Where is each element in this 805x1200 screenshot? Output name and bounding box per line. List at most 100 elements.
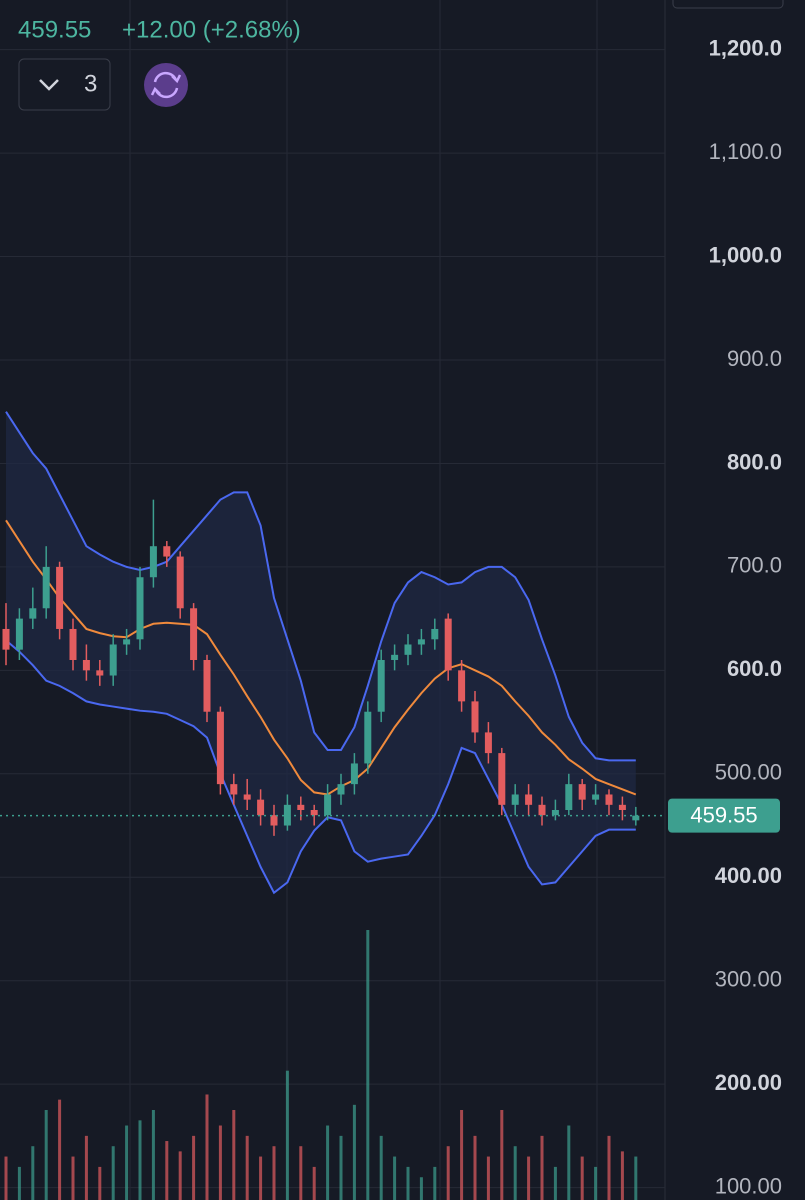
volume-bar bbox=[151, 1110, 155, 1200]
volume-bar bbox=[366, 930, 370, 1200]
candle-body bbox=[618, 804, 626, 810]
y-tick-label: 1,100.0 bbox=[709, 139, 782, 164]
y-tick-label: 100.00 bbox=[715, 1173, 782, 1198]
candle-body bbox=[511, 794, 519, 805]
candle-body bbox=[525, 794, 533, 805]
volume-bar bbox=[178, 1151, 182, 1200]
volume-bar bbox=[620, 1151, 624, 1200]
candle-body bbox=[324, 794, 332, 816]
volume-bar bbox=[111, 1146, 115, 1200]
volume-bar bbox=[486, 1156, 490, 1200]
volume-bar bbox=[138, 1120, 142, 1200]
candle-body bbox=[391, 654, 399, 660]
dropdown-box[interactable] bbox=[18, 58, 111, 111]
middle-band-line bbox=[5, 519, 637, 796]
volume-bar bbox=[71, 1156, 75, 1200]
volume-bar bbox=[232, 1110, 236, 1200]
candle-body bbox=[230, 784, 238, 795]
candle-body bbox=[310, 810, 318, 816]
volume-bar bbox=[567, 1125, 571, 1200]
candle-body bbox=[243, 794, 251, 800]
last-price-tag bbox=[668, 798, 780, 833]
candle-body bbox=[203, 660, 211, 712]
candle-body bbox=[484, 732, 492, 754]
volume-bar bbox=[4, 1156, 8, 1200]
top-button[interactable] bbox=[672, 0, 784, 9]
plot-layer bbox=[0, 49, 665, 1200]
band-fill bbox=[6, 411, 636, 893]
candle-body bbox=[605, 794, 613, 805]
candle-body bbox=[377, 660, 385, 712]
header-price: 459.55 bbox=[18, 16, 91, 43]
candle-body bbox=[431, 628, 439, 640]
candle-body bbox=[632, 815, 640, 821]
volume-bar bbox=[165, 1141, 169, 1200]
candle-body bbox=[337, 784, 345, 795]
candle-body bbox=[551, 810, 559, 816]
sync-circle[interactable] bbox=[144, 63, 188, 107]
volume-bar bbox=[312, 1166, 316, 1200]
candle-body bbox=[404, 644, 412, 655]
volume-bar bbox=[84, 1135, 88, 1200]
candle-body bbox=[216, 711, 224, 785]
volume-bar bbox=[473, 1135, 477, 1200]
y-tick-label: 900.0 bbox=[727, 346, 782, 371]
candle-body bbox=[350, 763, 358, 785]
volume-bar bbox=[192, 1135, 196, 1200]
candle-body bbox=[109, 644, 117, 676]
volume-bar bbox=[272, 1146, 276, 1200]
volume-bar bbox=[31, 1146, 35, 1200]
candle-body bbox=[270, 815, 278, 826]
candle-body bbox=[458, 670, 466, 702]
candle-body bbox=[29, 608, 37, 619]
y-tick-label: 200.00 bbox=[715, 1070, 782, 1095]
volume-bar bbox=[205, 1094, 209, 1200]
volume-bar bbox=[594, 1166, 598, 1200]
volume-bar bbox=[285, 1070, 289, 1200]
volume-bar bbox=[326, 1125, 330, 1200]
candle-body bbox=[2, 628, 10, 650]
volume-bar bbox=[379, 1135, 383, 1200]
candle-body bbox=[364, 711, 372, 764]
candle-body bbox=[417, 639, 425, 645]
candle-body bbox=[283, 804, 291, 826]
candle-body bbox=[297, 804, 305, 810]
candle-body bbox=[565, 784, 573, 810]
indicator-dropdown[interactable]: 3 bbox=[18, 58, 111, 111]
volume-bar bbox=[460, 1110, 464, 1200]
candle-body bbox=[578, 784, 586, 800]
dropdown-count: 3 bbox=[84, 70, 97, 97]
chevron-icon bbox=[39, 79, 59, 91]
volume-bar bbox=[259, 1156, 263, 1200]
volume-bar bbox=[245, 1135, 249, 1200]
volume-bar bbox=[98, 1166, 102, 1200]
volume-bar bbox=[406, 1166, 410, 1200]
candle-body bbox=[96, 670, 104, 676]
candle-body bbox=[444, 618, 452, 671]
volume-bar bbox=[299, 1146, 303, 1200]
candle-body bbox=[69, 628, 77, 660]
y-tick-label: 800.0 bbox=[727, 449, 782, 474]
volume-bar bbox=[580, 1156, 584, 1200]
band-line bbox=[5, 411, 636, 762]
y-tick-label: 500.00 bbox=[715, 760, 782, 785]
volume-bar bbox=[339, 1135, 343, 1200]
volume-bar bbox=[607, 1135, 611, 1200]
volume-bar bbox=[553, 1166, 557, 1200]
sync-button[interactable] bbox=[144, 63, 188, 107]
y-tick-label: 1,000.0 bbox=[709, 242, 782, 267]
volume-bar bbox=[433, 1166, 437, 1200]
volume-bar bbox=[218, 1125, 222, 1200]
candle-body bbox=[42, 566, 50, 609]
volume-bar bbox=[419, 1177, 423, 1200]
volume-bar bbox=[393, 1156, 397, 1200]
volume-bar bbox=[125, 1125, 129, 1200]
candle-body bbox=[163, 546, 171, 557]
volume-bar bbox=[17, 1166, 21, 1200]
volume-bar bbox=[446, 1146, 450, 1200]
volume-bar bbox=[634, 1156, 638, 1200]
candle-body bbox=[176, 556, 184, 609]
candle-body bbox=[82, 660, 90, 671]
candle-body bbox=[149, 546, 157, 578]
